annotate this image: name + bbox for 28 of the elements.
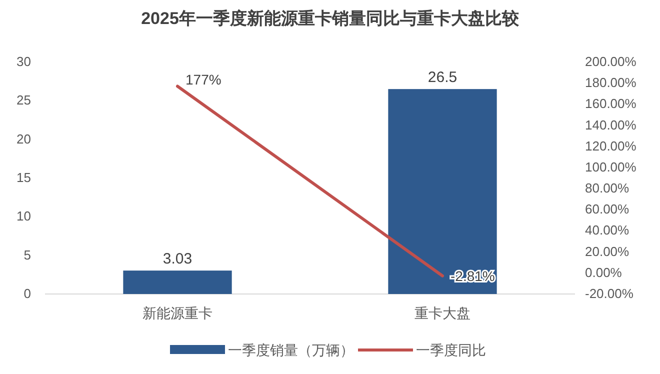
y2-tick-label: 140.00% (585, 117, 637, 132)
y2-tick-label: 20.00% (585, 244, 630, 259)
y2-tick-label: 80.00% (585, 180, 630, 196)
y-tick-label: 5 (24, 247, 31, 262)
y-tick-label: 15 (16, 170, 31, 185)
y-tick-label: 10 (16, 208, 31, 224)
y2-tick-label: 40.00% (585, 222, 630, 238)
data-label: -2.81% (450, 268, 495, 284)
y2-tick-label: 60.00% (585, 202, 630, 217)
chart-title: 2025年一季度新能源重卡销量同比与重卡大盘比较 (141, 9, 520, 28)
x-tick-label: 重卡大盘 (414, 305, 470, 321)
y2-tick-label: 0.00% (585, 264, 622, 280)
y-tick-label: 0 (24, 286, 31, 301)
x-tick-label: 新能源重卡 (142, 305, 212, 321)
legend-label: 一季度同比 (416, 342, 486, 358)
y-tick-label: 25 (16, 92, 31, 108)
y-tick-label: 30 (16, 54, 31, 69)
legend-label: 一季度销量（万辆） (228, 342, 354, 358)
y2-tick-label: -20.00% (585, 286, 634, 301)
y2-tick-label: 200.00% (585, 54, 637, 69)
y-tick-label: 20 (16, 131, 31, 146)
y2-tick-label: 180.00% (585, 75, 637, 90)
data-label: 177% (186, 71, 222, 88)
y2-tick-label: 160.00% (585, 96, 637, 112)
data-label: 3.03 (162, 250, 192, 268)
data-label: 26.5 (428, 69, 458, 86)
y2-tick-label: 120.00% (585, 138, 637, 154)
y2-tick-label: 100.00% (585, 159, 637, 174)
